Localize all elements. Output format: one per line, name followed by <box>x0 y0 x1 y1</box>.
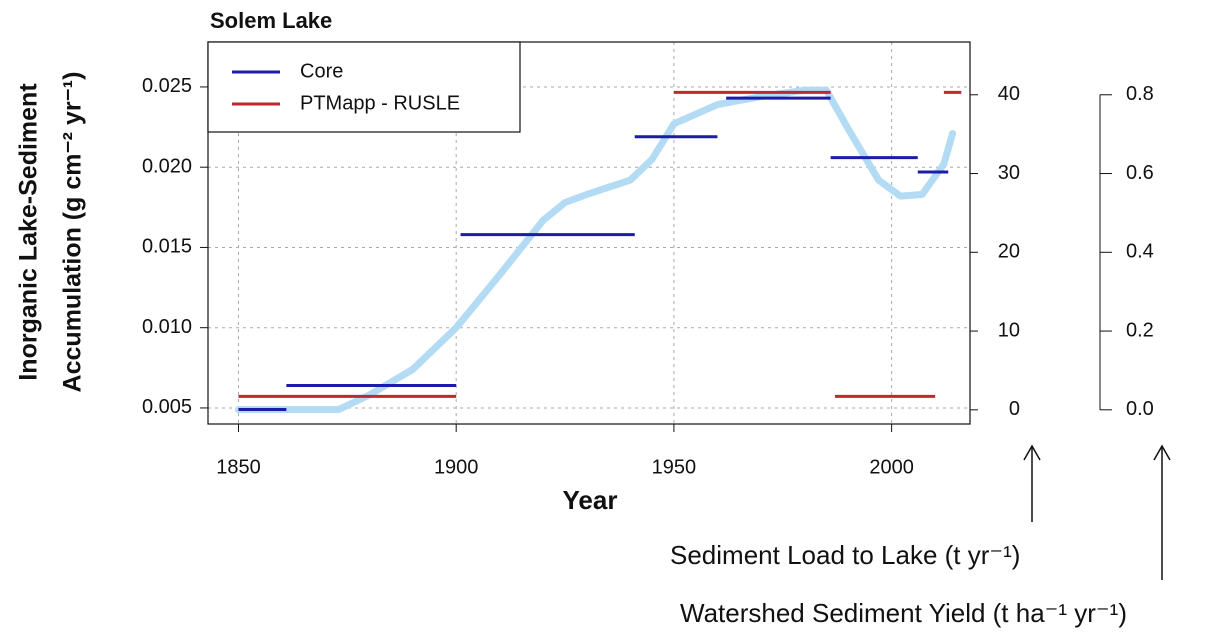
y2-tick-label: 0 <box>1009 398 1020 420</box>
y2-tick-label: 40 <box>998 83 1020 105</box>
y2-tick-label: 30 <box>998 162 1020 184</box>
y-tick-label: 0.015 <box>142 236 192 258</box>
x-tick-label: 1850 <box>216 456 261 478</box>
x-axis-label: Year <box>563 485 618 515</box>
y3-tick-label: 0.8 <box>1126 83 1154 105</box>
y-tick-label: 0.025 <box>142 75 192 97</box>
y2-axis-label: Sediment Load to Lake (t yr⁻¹) <box>670 540 1020 570</box>
y3-tick-label: 0.2 <box>1126 319 1154 341</box>
y2-tick-label: 20 <box>998 241 1020 263</box>
y-axis-label: Accumulation (g cm⁻² yr⁻¹) <box>59 72 87 393</box>
y3-axis-label: Watershed Sediment Yield (t ha⁻¹ yr⁻¹) <box>680 598 1127 628</box>
x-tick-label: 1950 <box>652 456 697 478</box>
y-tick-label: 0.020 <box>142 155 192 177</box>
chart-title: Solem Lake <box>210 8 332 33</box>
y-tick-label: 0.010 <box>142 316 192 338</box>
arrows <box>1023 444 1171 580</box>
x-tick-label: 2000 <box>869 456 914 478</box>
y-axis-label: Inorganic Lake-Sediment <box>15 83 43 381</box>
legend-box <box>207 41 521 133</box>
legend-label: Core <box>300 60 343 82</box>
x-tick-label: 1900 <box>434 456 479 478</box>
plot-frame <box>207 41 971 425</box>
y3-tick-label: 0.4 <box>1126 241 1154 263</box>
y2-tick-label: 10 <box>998 319 1020 341</box>
smoothed-curve <box>234 86 957 414</box>
y3-tick-label: 0.0 <box>1126 398 1154 420</box>
y3-tick-label: 0.6 <box>1126 162 1154 184</box>
y-tick-label: 0.005 <box>142 396 192 418</box>
legend-label: PTMapp - RUSLE <box>300 92 460 114</box>
